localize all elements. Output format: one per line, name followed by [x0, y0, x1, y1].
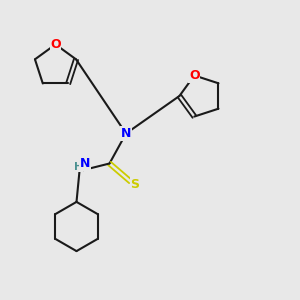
Text: N: N [121, 127, 131, 140]
Text: O: O [50, 38, 61, 51]
Text: O: O [189, 69, 200, 82]
Text: N: N [80, 157, 90, 170]
Text: S: S [130, 178, 140, 191]
Text: H: H [74, 161, 82, 172]
